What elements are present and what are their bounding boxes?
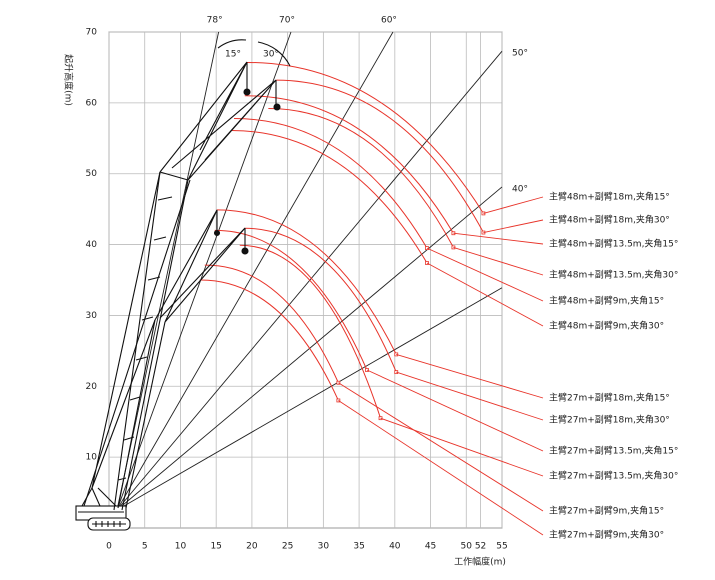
- y-tick-label: 10: [86, 453, 98, 463]
- legend-label: 主臂48m+副臂13.5m,夹角15°: [549, 238, 678, 250]
- legend-label: 主臂48m+副臂18m,夹角30°: [549, 214, 670, 226]
- x-tick-label: 0: [106, 542, 112, 552]
- x-tick-label: 25: [282, 542, 293, 552]
- boom-angle-label: 70°: [279, 16, 295, 26]
- boom-angle-label: 78°: [207, 16, 223, 26]
- y-tick-label: 50: [86, 169, 98, 179]
- legend-label: 主臂48m+副臂9m,夹角30°: [549, 320, 664, 332]
- crane: [75, 39, 291, 531]
- y-axis-label: 起升高度(m): [63, 54, 75, 106]
- x-axis-label: 工作幅度(m): [454, 556, 506, 568]
- range-curve: [244, 95, 454, 234]
- y-tick-label: 30: [86, 311, 98, 321]
- x-tick-label: 52: [475, 542, 486, 552]
- x-tick-label: 45: [425, 542, 436, 552]
- x-tick-label: 20: [246, 542, 258, 552]
- legend-label: 主臂48m+副臂9m,夹角15°: [549, 295, 664, 307]
- boom-angle-label: 60°: [381, 16, 397, 26]
- leader-line: [396, 371, 544, 421]
- range-curve: [204, 264, 339, 383]
- annotation: 30°: [263, 50, 279, 60]
- legend-label: 主臂27m+副臂9m,夹角15°: [549, 505, 664, 517]
- y-tick-label: 40: [86, 240, 98, 250]
- legend-label: 主臂27m+副臂18m,夹角30°: [549, 414, 670, 426]
- range-curve: [244, 227, 397, 373]
- x-tick-label: 55: [496, 542, 507, 552]
- x-tick-label: 30: [318, 542, 330, 552]
- boom-angle-line: [116, 287, 503, 511]
- x-tick-label: 35: [353, 542, 364, 552]
- leader-line: [426, 262, 544, 327]
- range-curve: [216, 209, 397, 355]
- y-tick-label: 60: [86, 98, 98, 108]
- legend-label: 主臂27m+副臂13.5m,夹角15°: [549, 445, 678, 457]
- boom-angle-label: 40°: [512, 184, 528, 194]
- range-curve: [239, 244, 382, 419]
- range-curve: [246, 61, 484, 214]
- leader-line: [483, 196, 544, 214]
- leader-line: [453, 246, 544, 276]
- plot: 0 5 10 15 20 25 30 35 40 45 50 52 551020304050607078…: [86, 16, 679, 552]
- legend-label: 主臂27m+副臂13.5m,夹角30°: [549, 470, 678, 482]
- leader-line: [338, 400, 544, 536]
- legend-label: 主臂27m+副臂18m,夹角15°: [549, 392, 670, 404]
- x-tick-label: 5: [142, 542, 148, 552]
- leader-line: [426, 247, 544, 302]
- legend-label: 主臂27m+副臂9m,夹角30°: [549, 529, 664, 541]
- range-curve: [231, 129, 428, 264]
- range-curve: [234, 117, 428, 249]
- range-curve: [276, 79, 484, 233]
- y-tick-label: 70: [86, 28, 98, 38]
- range-curve: [268, 108, 454, 248]
- leader-line: [453, 232, 544, 245]
- x-tick-label: 10: [175, 542, 187, 552]
- range-curve: [199, 279, 339, 401]
- leader-line: [338, 382, 544, 512]
- boom-angle-label: 50°: [512, 49, 528, 59]
- x-tick-label: 15: [210, 542, 221, 552]
- legend-label: 主臂48m+副臂13.5m,夹角30°: [549, 269, 678, 281]
- leader-line: [396, 353, 544, 399]
- boom-angle-line: [116, 31, 394, 511]
- boom-angle-line: [116, 31, 220, 511]
- legend-label: 主臂48m+副臂18m,夹角15°: [549, 191, 670, 203]
- x-tick-label: 50: [461, 542, 473, 552]
- leader-line: [380, 417, 544, 477]
- x-tick-label: 40: [389, 542, 401, 552]
- annotation: 15°: [225, 50, 241, 60]
- leader-line: [366, 369, 544, 452]
- range-curve: [214, 229, 368, 371]
- leader-line: [483, 219, 544, 233]
- y-tick-label: 20: [86, 382, 98, 392]
